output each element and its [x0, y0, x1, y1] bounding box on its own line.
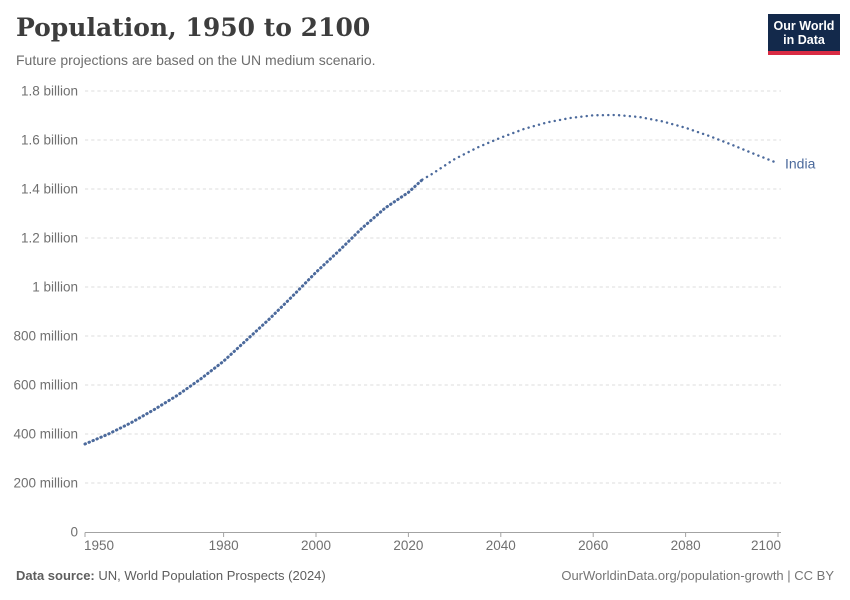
x-tick-label: 2060	[578, 538, 608, 553]
y-tick-label: 1.8 billion	[21, 84, 78, 99]
y-tick-label: 1.2 billion	[21, 231, 78, 246]
data-source-text: UN, World Population Prospects (2024)	[94, 568, 326, 583]
y-tick-label: 200 million	[13, 476, 78, 491]
x-tick-label: 2000	[301, 538, 331, 553]
chart-subtitle: Future projections are based on the UN m…	[16, 52, 376, 68]
owid-logo-line1: Our World	[773, 19, 835, 33]
x-tick-label: 2080	[671, 538, 701, 553]
y-tick-label: 1 billion	[32, 280, 78, 295]
x-tick-label: 1980	[209, 538, 239, 553]
owid-link[interactable]: OurWorldinData.org/population-growth | C…	[561, 568, 834, 583]
owid-logo-line2: in Data	[783, 33, 825, 47]
series-label-india[interactable]: India	[785, 155, 816, 171]
x-tick-label: 1950	[84, 538, 114, 553]
chart-title: Population, 1950 to 2100	[16, 13, 371, 42]
x-tick-label: 2100	[751, 538, 781, 553]
y-tick-label: 1.6 billion	[21, 133, 78, 148]
x-tick-label: 2040	[486, 538, 516, 553]
x-tick-label: 2020	[393, 538, 423, 553]
series-line-historical[interactable]	[83, 178, 424, 446]
y-tick-label: 0	[70, 525, 78, 540]
y-tick-label: 600 million	[13, 378, 78, 393]
data-source: Data source: UN, World Population Prospe…	[16, 568, 326, 583]
y-tick-label: 800 million	[13, 329, 78, 344]
chart-footer: Data source: UN, World Population Prospe…	[16, 568, 834, 583]
data-source-label: Data source:	[16, 568, 95, 583]
y-tick-label: 400 million	[13, 427, 78, 442]
owid-logo[interactable]: Our World in Data	[768, 14, 840, 55]
series-line-projection[interactable]	[421, 113, 780, 181]
y-tick-label: 1.4 billion	[21, 182, 78, 197]
